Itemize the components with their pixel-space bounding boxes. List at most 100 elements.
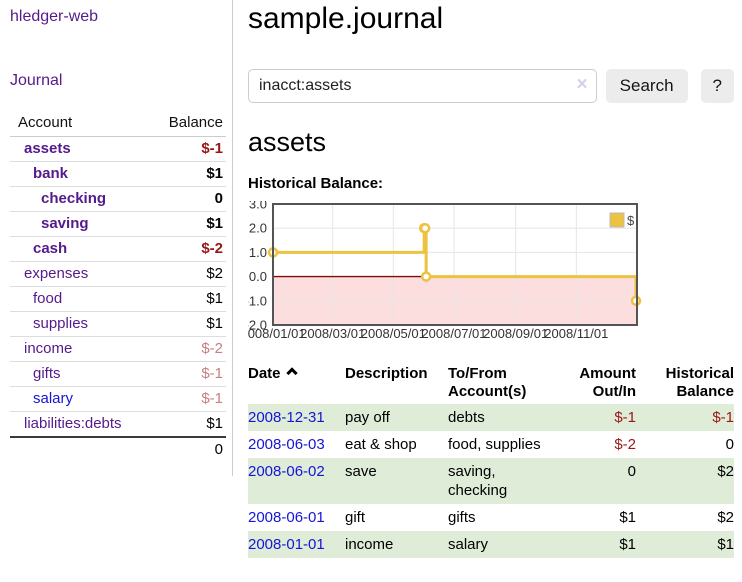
transaction-accounts: saving, checking [448, 458, 556, 504]
account-balance: $-1 [201, 365, 223, 382]
account-row-bank: bank $1 [10, 161, 226, 187]
transaction-balance: $-1 [636, 404, 734, 431]
svg-text:2008/11/01: 2008/11/01 [544, 326, 608, 341]
account-balance: $1 [206, 215, 223, 232]
account-row-gifts: gifts $-1 [10, 361, 226, 387]
date-column-header[interactable]: Date [248, 363, 345, 404]
account-balance: $-2 [201, 240, 223, 257]
transaction-amount: 0 [556, 458, 636, 504]
help-button[interactable]: ? [700, 69, 734, 103]
account-balance: 0 [214, 190, 223, 207]
transaction-date-link[interactable]: 2008-06-02 [248, 463, 325, 480]
account-link-bank[interactable]: bank [33, 165, 69, 182]
account-row-cash: cash $-2 [10, 236, 226, 262]
account-link-income[interactable]: income [24, 340, 73, 357]
svg-text:$: $ [627, 213, 635, 228]
transaction-accounts: debts [448, 404, 556, 431]
svg-text:2008/01/01: 2008/01/01 [248, 326, 306, 341]
balance-column-header: Balance [158, 111, 226, 137]
search-form: × Search ? [248, 69, 734, 103]
account-row-income: income $-2 [10, 336, 226, 362]
accounts-header-row: Account Balance [10, 111, 226, 137]
search-box: × [248, 69, 597, 103]
account-row-saving: saving $1 [10, 211, 226, 237]
svg-text:3.0: 3.0 [249, 201, 267, 212]
transaction-date-link[interactable]: 2008-06-01 [248, 509, 325, 526]
account-link-cash[interactable]: cash [33, 240, 68, 257]
transaction-description: eat & shop [345, 436, 417, 453]
sidebar: hledger-web Journal Account Balance asse… [0, 0, 233, 476]
transaction-balance: $2 [717, 509, 734, 526]
account-link-gifts[interactable]: gifts [33, 365, 61, 382]
amount-column-header: Amount Out/In [579, 365, 636, 400]
account-row-checking: checking 0 [10, 186, 226, 212]
transaction-amount: $-1 [556, 404, 636, 431]
account-balance: $1 [206, 290, 223, 307]
transaction-accounts: salary [448, 531, 556, 558]
main-content: sample.journal × Search ? assets Histori… [233, 0, 742, 558]
chart-label: Historical Balance: [248, 175, 384, 192]
register-table: Date Description To/From Account(s) Amou… [248, 363, 734, 558]
register-row: 2008-06-01 gift gifts $1 $2 [248, 504, 734, 531]
clear-search-icon[interactable]: × [576, 74, 588, 95]
register-header-row: Date Description To/From Account(s) Amou… [248, 363, 734, 404]
transaction-accounts: gifts [448, 509, 476, 526]
transaction-description: pay off [345, 404, 448, 431]
account-row-salary: salary $-1 [10, 386, 226, 412]
account-balance: $-1 [201, 390, 223, 407]
transaction-amount: $1 [619, 509, 636, 526]
accounts-column-header: To/From Account(s) [448, 365, 527, 400]
transaction-description: save [345, 458, 448, 504]
transaction-accounts: food, supplies [448, 436, 541, 453]
account-balance: $-1 [201, 140, 223, 157]
balance-column-header: Historical Balance [665, 365, 734, 400]
svg-text:1.0: 1.0 [249, 245, 267, 260]
accounts-total-value: 0 [214, 441, 223, 458]
account-row-food: food $1 [10, 286, 226, 312]
account-link-expenses[interactable]: expenses [24, 265, 89, 282]
transaction-amount: $-2 [614, 436, 636, 453]
account-link-salary[interactable]: salary [33, 390, 74, 407]
journal-link[interactable]: Journal [10, 72, 63, 89]
transaction-balance: $2 [636, 458, 734, 504]
account-page-title: assets [248, 127, 327, 157]
page-title: sample.journal [248, 2, 444, 35]
svg-text:-1.0: -1.0 [248, 293, 267, 308]
account-balance: $1 [206, 415, 223, 432]
description-column-header: Description [345, 365, 428, 382]
register-row: 2008-06-03 eat & shop food, supplies $-2… [248, 431, 734, 458]
account-row-supplies: supplies $1 [10, 311, 226, 337]
transaction-date-link[interactable]: 2008-06-03 [248, 436, 325, 453]
account-link-saving[interactable]: saving [41, 215, 89, 232]
transaction-balance: 0 [725, 436, 734, 453]
register-row: 2008-12-31 pay off debts $-1 $-1 [248, 404, 734, 431]
register-row: 2008-06-02 save saving, checking 0 $2 [248, 458, 734, 504]
account-link-checking[interactable]: checking [41, 190, 107, 207]
search-input[interactable] [248, 69, 597, 103]
transaction-date-link[interactable]: 2008-12-31 [248, 409, 325, 426]
transaction-date-link[interactable]: 2008-01-01 [248, 536, 325, 553]
transaction-description: gift [345, 509, 366, 526]
transaction-balance: $1 [636, 531, 734, 558]
svg-text:2008/07/01: 2008/07/01 [421, 326, 486, 341]
account-balance: $-2 [201, 340, 223, 357]
balance-chart: $3.0 2.0 1.0 0.0 -1.0 -2.02008/01/012008/03/0… [240, 197, 734, 347]
account-row-liabilities-debts: liabilities:debts $1 [10, 411, 226, 438]
search-button[interactable]: Search [605, 69, 688, 103]
sidebar-nav: Journal [10, 72, 226, 90]
sort-ascending-icon [285, 367, 298, 379]
account-link-liabilities-debts[interactable]: liabilities:debts [24, 415, 122, 432]
account-column-header: Account [10, 111, 158, 137]
account-link-supplies[interactable]: supplies [33, 315, 89, 332]
transaction-amount: $1 [556, 531, 636, 558]
accounts-table: Account Balance assets $-1 bank $1 check… [10, 111, 226, 462]
app-title-link[interactable]: hledger-web [10, 8, 99, 25]
register-row: 2008-01-01 income salary $1 $1 [248, 531, 734, 558]
account-link-assets[interactable]: assets [24, 140, 71, 157]
account-link-food[interactable]: food [33, 290, 63, 307]
svg-text:2008/03/01: 2008/03/01 [300, 326, 365, 341]
app-root: hledger-web Journal Account Balance asse… [0, 0, 742, 558]
svg-text:2008/09/01: 2008/09/01 [483, 326, 548, 341]
svg-text:-2.0: -2.0 [248, 318, 267, 333]
account-row-expenses: expenses $2 [10, 261, 226, 287]
